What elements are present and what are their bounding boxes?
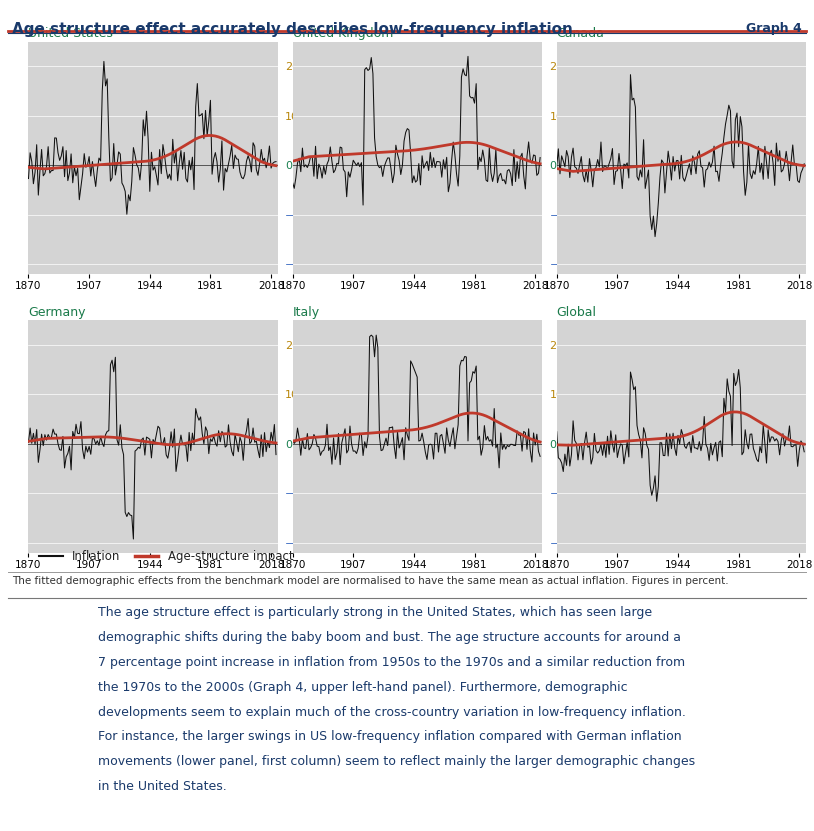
Text: Canada: Canada [557, 27, 605, 41]
Text: Italy: Italy [292, 306, 320, 319]
Text: Germany: Germany [28, 306, 86, 319]
Text: developments seem to explain much of the cross-country variation in low-frequenc: developments seem to explain much of the… [98, 706, 685, 719]
Text: 7 percentage point increase in inflation from 1950s to the 1970s and a similar r: 7 percentage point increase in inflation… [98, 656, 685, 669]
Text: Age structure effect accurately describes low-frequency inflation: Age structure effect accurately describe… [12, 22, 573, 37]
Text: United Kingdom: United Kingdom [292, 27, 393, 41]
Text: For instance, the larger swings in US low-frequency inflation compared with Germ: For instance, the larger swings in US lo… [98, 730, 681, 744]
Text: Graph 4: Graph 4 [746, 22, 802, 36]
Text: Global: Global [557, 306, 597, 319]
Text: demographic shifts during the baby boom and bust. The age structure accounts for: demographic shifts during the baby boom … [98, 631, 681, 644]
Text: in the United States.: in the United States. [98, 780, 226, 794]
Text: The fitted demographic effects from the benchmark model are normalised to have t: The fitted demographic effects from the … [12, 576, 729, 586]
Text: the 1970s to the 2000s (Graph 4, upper left-hand panel). Furthermore, demographi: the 1970s to the 2000s (Graph 4, upper l… [98, 681, 628, 694]
Text: United States: United States [28, 27, 113, 41]
Text: movements (lower panel, first column) seem to reflect mainly the larger demograp: movements (lower panel, first column) se… [98, 755, 695, 769]
Text: The age structure effect is particularly strong in the United States, which has : The age structure effect is particularly… [98, 606, 652, 619]
Legend: Inflation, Age-structure impact: Inflation, Age-structure impact [34, 545, 298, 568]
